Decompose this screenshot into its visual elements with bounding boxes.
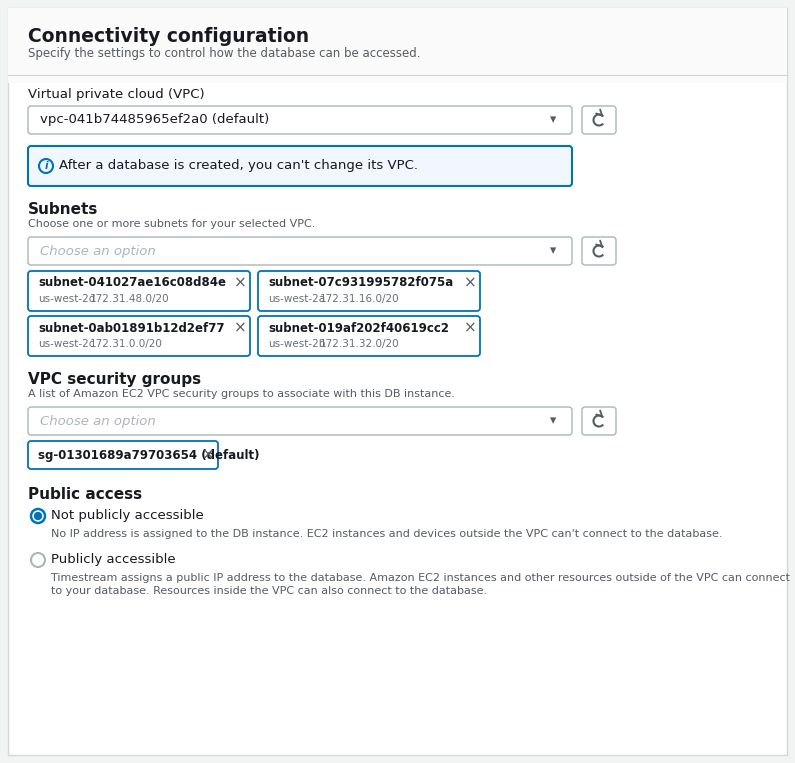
Text: ×: ×: [202, 448, 215, 462]
Bar: [8, 8, 787, 83]
Text: Choose an option: Choose an option: [40, 414, 156, 427]
Text: Public access: Public access: [28, 487, 142, 502]
Text: ×: ×: [463, 275, 476, 291]
Text: A list of Amazon EC2 VPC security groups to associate with this DB instance.: A list of Amazon EC2 VPC security groups…: [28, 389, 455, 399]
FancyBboxPatch shape: [582, 106, 616, 134]
Text: ×: ×: [234, 275, 246, 291]
Text: us-west-2b: us-west-2b: [268, 339, 325, 349]
Text: us-west-2a: us-west-2a: [268, 294, 325, 304]
Text: Choose an option: Choose an option: [40, 244, 156, 257]
FancyBboxPatch shape: [28, 407, 572, 435]
Text: Subnets: Subnets: [28, 202, 99, 217]
FancyBboxPatch shape: [28, 237, 572, 265]
Text: Publicly accessible: Publicly accessible: [51, 553, 176, 566]
Text: VPC security groups: VPC security groups: [28, 372, 201, 387]
Text: subnet-0ab01891b12d2ef77: subnet-0ab01891b12d2ef77: [38, 321, 224, 334]
FancyBboxPatch shape: [582, 407, 616, 435]
Circle shape: [34, 513, 41, 520]
FancyBboxPatch shape: [28, 316, 250, 356]
FancyBboxPatch shape: [258, 271, 480, 311]
FancyBboxPatch shape: [28, 271, 250, 311]
FancyBboxPatch shape: [258, 316, 480, 356]
Text: subnet-07c931995782f075a: subnet-07c931995782f075a: [268, 276, 453, 289]
Text: Virtual private cloud (VPC): Virtual private cloud (VPC): [28, 88, 204, 101]
Text: ▾: ▾: [550, 414, 556, 427]
Text: ×: ×: [234, 320, 246, 336]
Text: After a database is created, you can't change its VPC.: After a database is created, you can't c…: [59, 159, 418, 172]
Text: sg-01301689a79703654 (default): sg-01301689a79703654 (default): [38, 449, 259, 462]
Text: i: i: [45, 161, 48, 171]
Text: 172.31.32.0/20: 172.31.32.0/20: [320, 339, 400, 349]
FancyBboxPatch shape: [582, 237, 616, 265]
Text: 172.31.16.0/20: 172.31.16.0/20: [320, 294, 400, 304]
Text: to your database. Resources inside the VPC can also connect to the database.: to your database. Resources inside the V…: [51, 586, 487, 596]
FancyBboxPatch shape: [28, 106, 572, 134]
Text: ×: ×: [463, 320, 476, 336]
Text: vpc-041b74485965ef2a0 (default): vpc-041b74485965ef2a0 (default): [40, 114, 270, 127]
Text: subnet-041027ae16c08d84e: subnet-041027ae16c08d84e: [38, 276, 226, 289]
Text: us-west-2c: us-west-2c: [38, 339, 95, 349]
Text: subnet-019af202f40619cc2: subnet-019af202f40619cc2: [268, 321, 449, 334]
FancyBboxPatch shape: [28, 146, 572, 186]
Text: Not publicly accessible: Not publicly accessible: [51, 510, 204, 523]
Text: us-west-2d: us-west-2d: [38, 294, 95, 304]
Text: 172.31.48.0/20: 172.31.48.0/20: [90, 294, 169, 304]
Text: No IP address is assigned to the DB instance. EC2 instances and devices outside : No IP address is assigned to the DB inst…: [51, 529, 723, 539]
Text: Choose one or more subnets for your selected VPC.: Choose one or more subnets for your sele…: [28, 219, 316, 229]
FancyBboxPatch shape: [28, 441, 218, 469]
Text: Specify the settings to control how the database can be accessed.: Specify the settings to control how the …: [28, 47, 421, 60]
Text: ▾: ▾: [550, 244, 556, 257]
Text: ▾: ▾: [550, 114, 556, 127]
Text: Timestream assigns a public IP address to the database. Amazon EC2 instances and: Timestream assigns a public IP address t…: [51, 573, 790, 583]
Text: Connectivity configuration: Connectivity configuration: [28, 27, 309, 46]
Text: 172.31.0.0/20: 172.31.0.0/20: [90, 339, 163, 349]
